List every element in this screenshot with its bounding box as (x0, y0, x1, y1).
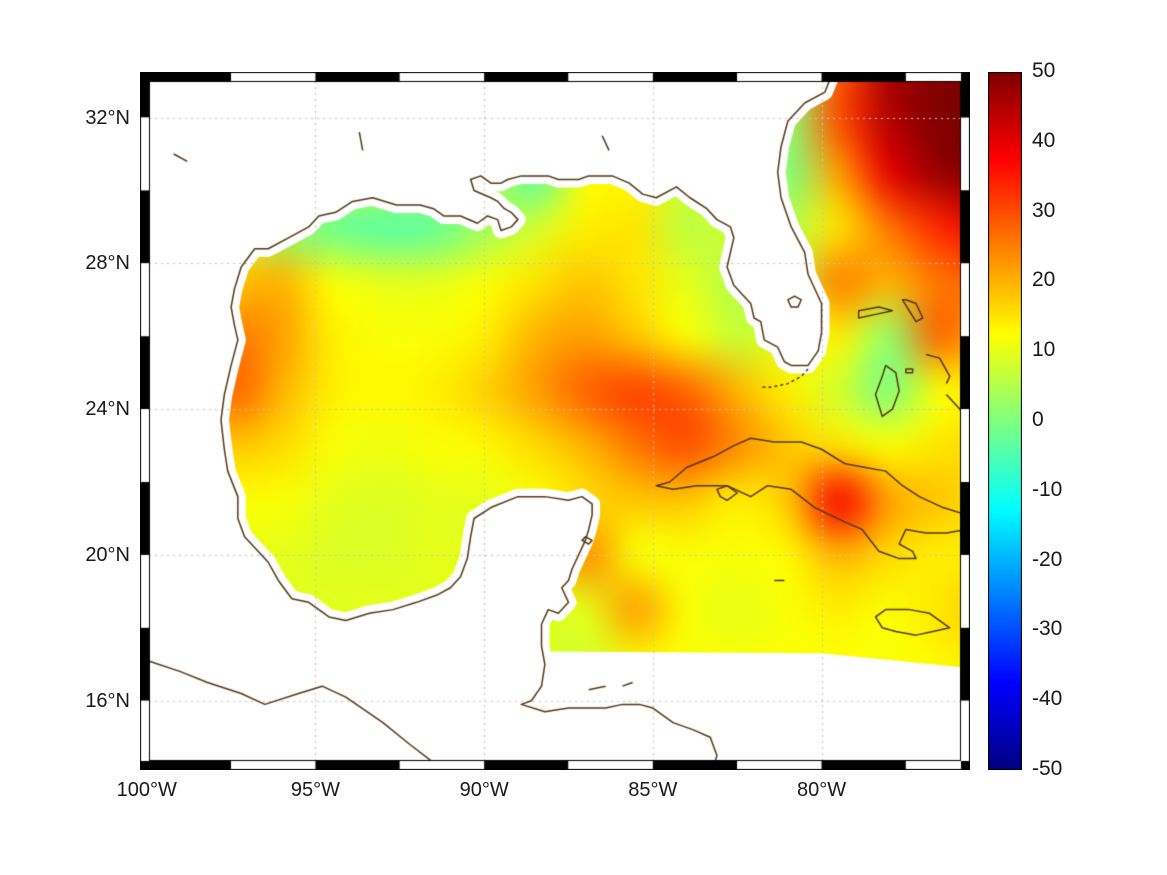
colorbar-tick-label: -30 (1032, 617, 1063, 641)
x-tick-label: 95°W (290, 779, 340, 801)
colorbar-tick-label: 20 (1032, 268, 1056, 292)
y-tick-label: 16°N (85, 689, 130, 712)
y-tick-label: 28°N (85, 252, 130, 275)
y-tick-label: 32°N (85, 106, 130, 129)
colorbar-tick-label: 0 (1032, 408, 1044, 431)
colorbar-tick-label: 50 (1032, 59, 1056, 82)
colorbar-tick-label: -10 (1032, 477, 1063, 501)
x-tick-label: 100°W (116, 779, 177, 801)
colorbar-tick-label: -20 (1032, 547, 1063, 571)
map-canvas (140, 72, 970, 770)
colorbar-tick-label: 40 (1032, 128, 1056, 152)
colorbar-tick-label: 30 (1032, 198, 1056, 222)
y-tick-label: 24°N (85, 398, 130, 421)
y-tick-label: 20°N (85, 543, 130, 566)
colorbar-canvas (988, 72, 1022, 770)
colorbar-tick-label: 10 (1032, 338, 1056, 362)
colorbar-tick-label: -50 (1032, 757, 1063, 780)
x-tick-label: 80°W (796, 779, 847, 801)
colorbar-tick-label: -40 (1032, 687, 1063, 711)
x-tick-label: 85°W (628, 779, 678, 801)
x-tick-label: 90°W (459, 779, 509, 801)
